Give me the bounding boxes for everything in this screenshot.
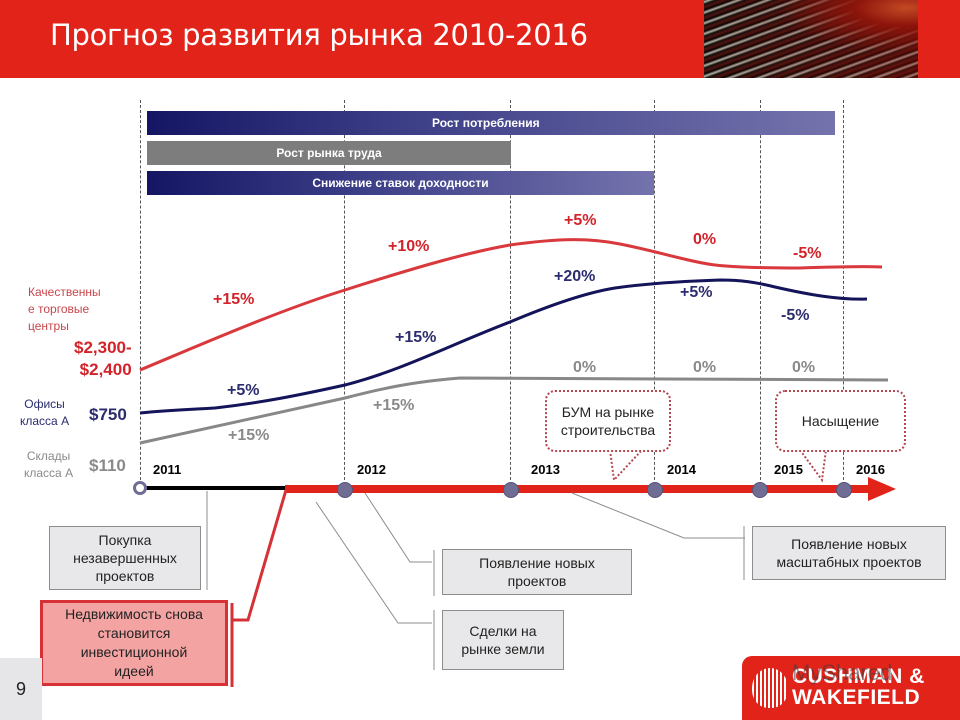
- guide-line-2011: [140, 100, 141, 490]
- warehouse-change-2015: 0%: [792, 359, 816, 376]
- year-label-2014: 2014: [667, 462, 696, 477]
- timeline-marker-2011: [133, 481, 147, 495]
- globe-building-icon: [752, 668, 788, 708]
- retail-change-2015: -5%: [793, 245, 822, 262]
- event-line: Появление новых: [479, 555, 595, 571]
- office-change-2014: +5%: [680, 284, 713, 301]
- event-line: рынке земли: [461, 641, 545, 657]
- event-large-projects: Появление новых масштабных проектов: [752, 526, 946, 580]
- header-photo-light-trails: [704, 0, 918, 78]
- logo-line: WAKEFIELD: [792, 686, 921, 709]
- callout-line: Насыщение: [801, 413, 880, 429]
- guide-line-2016: [843, 100, 844, 490]
- watermark: MyShared: [792, 660, 893, 685]
- callout-saturation: Насыщение: [775, 390, 906, 452]
- page-number: 9: [0, 658, 42, 720]
- event-line: Появление новых: [791, 536, 907, 552]
- price-line: $2,400: [79, 360, 132, 379]
- event-new-projects: Появление новых проектов: [442, 549, 632, 595]
- event-line: Недвижимость снова: [65, 606, 203, 622]
- guide-line-2014: [654, 100, 655, 490]
- guide-line-2013: [510, 100, 511, 490]
- label-line: е торговые: [28, 302, 90, 316]
- event-line: масштабных проектов: [776, 554, 922, 570]
- office-price: $750: [89, 405, 127, 424]
- year-label-2011: 2011: [153, 462, 182, 477]
- event-line: идеей: [114, 663, 154, 679]
- callout-line: строительства: [560, 422, 656, 438]
- event-line: проектов: [95, 568, 155, 584]
- event-line: становится: [97, 625, 171, 641]
- label-line: класса А: [20, 414, 70, 428]
- year-label-2016: 2016: [856, 462, 885, 477]
- event-investment-idea: Недвижимость снова становится инвестицио…: [40, 600, 228, 686]
- event-buy-unfinished-projects: Покупка незавершенных проектов: [49, 526, 201, 590]
- logo-text: CUSHMAN & WAKEFIELD: [792, 666, 925, 708]
- timeline-marker-2013: [503, 482, 519, 498]
- driver-bar-yield-compression: Снижение ставок доходности: [147, 171, 654, 195]
- company-logo: CUSHMAN & WAKEFIELD: [742, 656, 960, 720]
- slide-header: Прогноз развития рынка 2010-2016: [0, 0, 960, 78]
- timeline-marker-2015: [752, 482, 768, 498]
- guide-line-2012: [344, 100, 345, 490]
- office-segment-label: Офисы класса А: [20, 396, 69, 430]
- year-label-2012: 2012: [357, 462, 386, 477]
- label-line: центры: [28, 319, 69, 333]
- driver-label: Снижение ставок доходности: [312, 176, 489, 190]
- warehouse-change-2013: 0%: [573, 359, 597, 376]
- year-label-2013: 2013: [531, 462, 560, 477]
- label-line: Качественны: [28, 285, 101, 299]
- timeline-marker-2012: [337, 482, 353, 498]
- event-line: проектов: [507, 573, 567, 589]
- driver-bar-labor-market: Рост рынка труда: [147, 141, 511, 165]
- retail-change-2011: +15%: [213, 291, 255, 308]
- driver-bar-consumption: Рост потребления: [147, 111, 835, 135]
- retail-segment-label: Качественны е торговые центры: [28, 284, 101, 335]
- event-line: Сделки на: [469, 623, 537, 639]
- label-line: класса А: [24, 466, 74, 480]
- office-change-2015: -5%: [781, 307, 810, 324]
- event-land-deals: Сделки на рынке земли: [442, 610, 564, 670]
- logo-line: CUSHMAN &: [792, 665, 925, 688]
- page-title: Прогноз развития рынка 2010-2016: [50, 18, 588, 52]
- guide-line-2015: [760, 100, 761, 490]
- office-change-2012: +15%: [395, 329, 437, 346]
- retail-change-2012: +10%: [388, 238, 430, 255]
- callout-construction-boom: БУМ на рынке строительства: [545, 390, 671, 452]
- warehouse-change-2012: +15%: [373, 397, 415, 414]
- retail-change-2013: +5%: [564, 212, 597, 229]
- label-line: Склады: [26, 449, 71, 463]
- office-change-2013: +20%: [554, 268, 596, 285]
- warehouse-price: $110: [89, 456, 126, 475]
- event-line: инвестиционной: [80, 644, 188, 660]
- warehouse-change-2014: 0%: [693, 359, 717, 376]
- label-line: Офисы: [24, 397, 65, 411]
- year-label-2015: 2015: [774, 462, 803, 477]
- retail-change-2014: 0%: [693, 231, 717, 248]
- event-line: незавершенных: [73, 550, 177, 566]
- timeline-marker-2014: [647, 482, 663, 498]
- retail-price: $2,300- $2,400: [74, 337, 132, 381]
- warehouse-change-2011: +15%: [228, 427, 270, 444]
- office-change-2011: +5%: [227, 382, 260, 399]
- driver-label: Рост рынка труда: [276, 146, 382, 160]
- warehouse-segment-label: Склады класса А: [24, 448, 73, 482]
- timeline-marker-2016: [836, 482, 852, 498]
- driver-label: Рост потребления: [432, 116, 540, 130]
- callout-line: БУМ на рынке: [561, 404, 655, 420]
- event-line: Покупка: [98, 532, 152, 548]
- price-line: $2,300-: [74, 338, 132, 357]
